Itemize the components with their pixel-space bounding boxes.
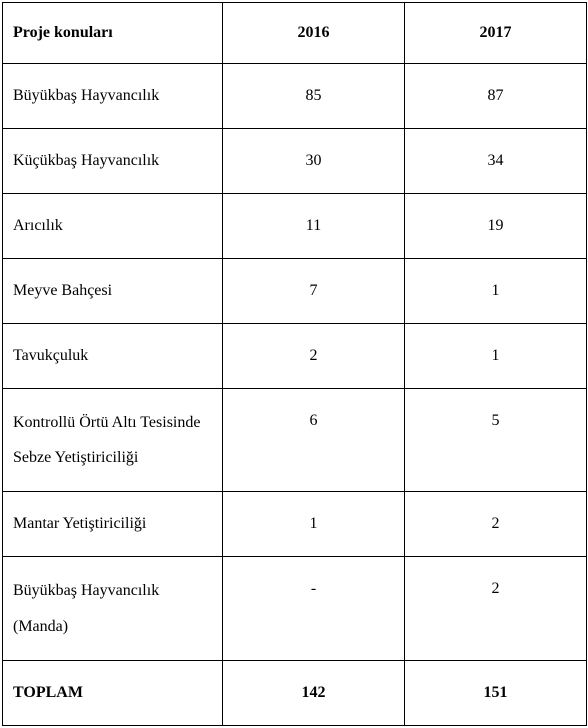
cell-topic: Mantar Yetiştiriciliği [3, 492, 223, 557]
cell-2016: 7 [223, 259, 405, 324]
table-row: Arıcılık 11 19 [3, 194, 587, 259]
cell-2016: 2 [223, 324, 405, 389]
table-row: Mantar Yetiştiriciliği 1 2 [3, 492, 587, 557]
cell-2017: 1 [405, 259, 587, 324]
table-row: Tavukçuluk 2 1 [3, 324, 587, 389]
cell-2017: 2 [405, 492, 587, 557]
cell-2016: 1 [223, 492, 405, 557]
table-body: Büyükbaş Hayvancılık 85 87 Küçükbaş Hayv… [3, 64, 587, 726]
col-header-2016: 2016 [223, 3, 405, 64]
table-row: Kontrollü Örtü Altı Tesisinde Sebze Yeti… [3, 389, 587, 492]
cell-2017: 2 [405, 557, 587, 660]
cell-topic: Büyükbaş Hayvancılık (Manda) [3, 557, 223, 660]
cell-2017: 19 [405, 194, 587, 259]
project-topics-table: Proje konuları 2016 2017 Büyükbaş Hayvan… [2, 2, 587, 726]
col-header-2017: 2017 [405, 3, 587, 64]
cell-total-2017: 151 [405, 660, 587, 725]
table-row: Büyükbaş Hayvancılık (Manda) - 2 [3, 557, 587, 660]
cell-2016: - [223, 557, 405, 660]
cell-topic: Arıcılık [3, 194, 223, 259]
table-row: Küçükbaş Hayvancılık 30 34 [3, 129, 587, 194]
cell-2017: 34 [405, 129, 587, 194]
cell-2016: 30 [223, 129, 405, 194]
table-header: Proje konuları 2016 2017 [3, 3, 587, 64]
cell-topic: Kontrollü Örtü Altı Tesisinde Sebze Yeti… [3, 389, 223, 492]
cell-topic: Büyükbaş Hayvancılık [3, 64, 223, 129]
table-total-row: TOPLAM 142 151 [3, 660, 587, 725]
cell-2016: 85 [223, 64, 405, 129]
project-topics-table-container: Proje konuları 2016 2017 Büyükbaş Hayvan… [0, 0, 588, 728]
cell-2017: 87 [405, 64, 587, 129]
table-header-row: Proje konuları 2016 2017 [3, 3, 587, 64]
cell-topic: Meyve Bahçesi [3, 259, 223, 324]
cell-total-2016: 142 [223, 660, 405, 725]
cell-total-label: TOPLAM [3, 660, 223, 725]
table-row: Büyükbaş Hayvancılık 85 87 [3, 64, 587, 129]
cell-2017: 1 [405, 324, 587, 389]
cell-topic: Küçükbaş Hayvancılık [3, 129, 223, 194]
cell-topic: Tavukçuluk [3, 324, 223, 389]
col-header-topic: Proje konuları [3, 3, 223, 64]
cell-2016: 6 [223, 389, 405, 492]
cell-2016: 11 [223, 194, 405, 259]
table-row: Meyve Bahçesi 7 1 [3, 259, 587, 324]
cell-2017: 5 [405, 389, 587, 492]
